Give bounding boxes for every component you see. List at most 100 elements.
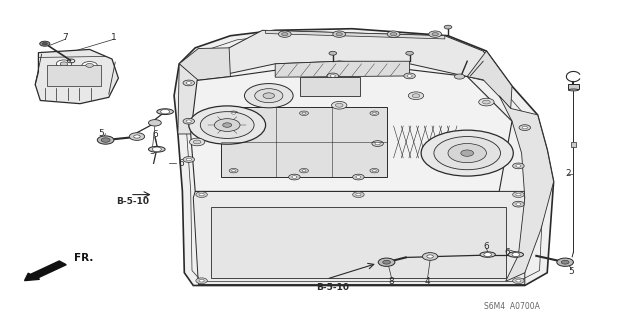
- Text: 6: 6: [179, 159, 184, 168]
- Polygon shape: [499, 96, 554, 281]
- Circle shape: [40, 41, 50, 46]
- Circle shape: [302, 112, 306, 114]
- Circle shape: [329, 51, 337, 55]
- Ellipse shape: [148, 146, 165, 152]
- Circle shape: [300, 168, 308, 173]
- Circle shape: [327, 73, 339, 79]
- Circle shape: [332, 101, 347, 109]
- Circle shape: [193, 140, 201, 144]
- Circle shape: [408, 92, 424, 100]
- Circle shape: [189, 106, 266, 144]
- Circle shape: [186, 158, 191, 161]
- Circle shape: [516, 279, 521, 282]
- Circle shape: [255, 89, 283, 103]
- Text: 6: 6: [153, 130, 158, 139]
- Circle shape: [333, 31, 346, 37]
- Circle shape: [483, 100, 490, 104]
- Circle shape: [336, 33, 342, 36]
- Text: 7: 7: [63, 33, 68, 42]
- Text: FR.: FR.: [74, 253, 93, 263]
- Circle shape: [516, 193, 521, 196]
- Circle shape: [370, 111, 379, 115]
- Polygon shape: [191, 61, 512, 191]
- Circle shape: [229, 168, 238, 173]
- Polygon shape: [193, 191, 525, 285]
- Circle shape: [330, 75, 335, 77]
- Circle shape: [186, 120, 191, 122]
- Bar: [300, 77, 360, 96]
- Circle shape: [378, 258, 395, 266]
- Circle shape: [289, 174, 300, 180]
- Circle shape: [196, 278, 207, 284]
- Circle shape: [513, 278, 524, 284]
- Circle shape: [56, 60, 72, 68]
- Circle shape: [278, 31, 291, 37]
- Circle shape: [282, 33, 288, 36]
- Text: 4: 4: [425, 277, 430, 286]
- Circle shape: [390, 33, 397, 36]
- Circle shape: [427, 255, 433, 258]
- Polygon shape: [35, 49, 118, 104]
- Bar: [571, 142, 576, 147]
- Circle shape: [404, 73, 415, 79]
- Circle shape: [512, 253, 520, 256]
- Circle shape: [513, 163, 524, 169]
- Circle shape: [519, 125, 531, 130]
- Ellipse shape: [480, 252, 495, 257]
- Circle shape: [244, 84, 293, 108]
- Ellipse shape: [568, 89, 579, 91]
- Circle shape: [387, 31, 400, 37]
- Circle shape: [513, 192, 524, 197]
- Circle shape: [335, 103, 343, 107]
- Circle shape: [516, 165, 521, 167]
- Circle shape: [148, 120, 161, 126]
- Circle shape: [375, 142, 380, 145]
- Circle shape: [372, 112, 376, 114]
- Text: 8: 8: [389, 277, 394, 286]
- Circle shape: [406, 51, 413, 55]
- Circle shape: [484, 253, 492, 256]
- Circle shape: [353, 192, 364, 197]
- Polygon shape: [174, 29, 554, 286]
- Circle shape: [356, 193, 361, 196]
- Circle shape: [448, 144, 486, 163]
- Text: B-5-10: B-5-10: [116, 197, 150, 206]
- Circle shape: [522, 126, 527, 129]
- Circle shape: [513, 201, 524, 207]
- Circle shape: [561, 260, 569, 264]
- Circle shape: [516, 203, 521, 205]
- Polygon shape: [211, 207, 506, 278]
- Circle shape: [356, 176, 361, 178]
- Circle shape: [232, 112, 236, 114]
- Circle shape: [152, 147, 161, 152]
- Bar: [221, 107, 387, 177]
- Bar: [568, 84, 579, 89]
- Circle shape: [200, 112, 254, 138]
- Circle shape: [82, 62, 97, 69]
- Circle shape: [199, 279, 204, 282]
- Circle shape: [183, 80, 195, 86]
- Circle shape: [292, 176, 297, 178]
- Circle shape: [432, 33, 438, 36]
- Circle shape: [134, 135, 140, 138]
- Circle shape: [86, 63, 93, 67]
- Text: 5: 5: [569, 267, 574, 276]
- Polygon shape: [179, 48, 230, 80]
- FancyArrow shape: [24, 261, 66, 281]
- Circle shape: [199, 193, 204, 196]
- Circle shape: [434, 137, 500, 170]
- Text: 6: 6: [505, 248, 510, 256]
- Text: 6: 6: [484, 242, 489, 251]
- Circle shape: [300, 111, 308, 115]
- Polygon shape: [467, 51, 512, 108]
- Circle shape: [186, 82, 191, 84]
- Text: 2: 2: [565, 169, 570, 178]
- Circle shape: [60, 62, 68, 66]
- Circle shape: [189, 138, 205, 146]
- Polygon shape: [196, 30, 509, 86]
- Circle shape: [412, 94, 420, 98]
- Circle shape: [372, 141, 383, 146]
- Circle shape: [444, 25, 452, 29]
- Text: 5: 5: [99, 129, 104, 137]
- Circle shape: [42, 42, 47, 45]
